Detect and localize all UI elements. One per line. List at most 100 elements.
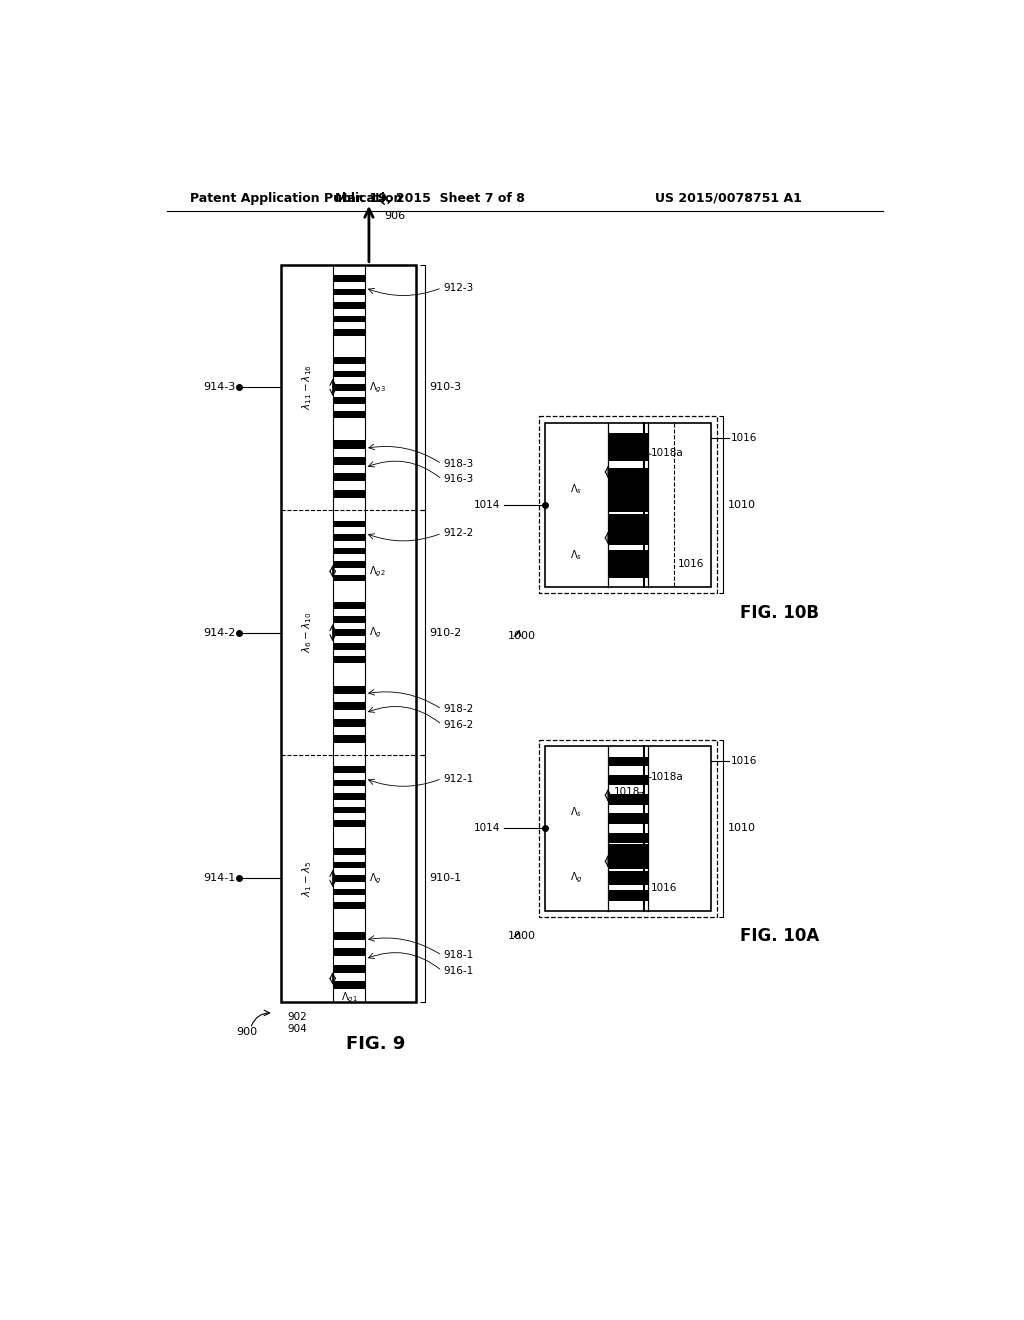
Bar bbox=[333, 630, 366, 636]
Bar bbox=[333, 643, 366, 649]
Bar bbox=[608, 438, 648, 454]
Text: 914-1: 914-1 bbox=[204, 874, 236, 883]
Bar bbox=[608, 569, 648, 578]
Text: 914-3: 914-3 bbox=[204, 383, 236, 392]
Text: $\Lambda_{g2}$: $\Lambda_{g2}$ bbox=[369, 564, 386, 578]
Bar bbox=[608, 795, 648, 804]
Bar bbox=[333, 289, 366, 296]
Text: $\Lambda_g$: $\Lambda_g$ bbox=[369, 871, 382, 886]
Text: 1018: 1018 bbox=[614, 787, 641, 797]
Text: 916-1: 916-1 bbox=[443, 966, 474, 975]
Bar bbox=[608, 775, 648, 785]
Text: 914-2: 914-2 bbox=[204, 628, 236, 638]
Text: $\Lambda_g$: $\Lambda_g$ bbox=[570, 871, 583, 886]
Text: 1014: 1014 bbox=[474, 824, 500, 833]
Bar bbox=[333, 735, 366, 743]
Bar bbox=[333, 520, 366, 528]
Text: 910-1: 910-1 bbox=[429, 874, 462, 883]
Bar bbox=[608, 795, 648, 804]
Bar bbox=[333, 548, 366, 554]
Bar bbox=[333, 766, 366, 772]
Bar bbox=[608, 553, 648, 561]
Bar bbox=[608, 756, 648, 766]
Bar bbox=[333, 535, 366, 541]
Text: 900: 900 bbox=[236, 1027, 257, 1038]
Text: $\lambda_1 - \lambda_5$: $\lambda_1 - \lambda_5$ bbox=[300, 861, 314, 896]
Text: 912-1: 912-1 bbox=[443, 774, 474, 784]
Bar bbox=[333, 875, 366, 882]
Text: 918-3: 918-3 bbox=[443, 459, 474, 469]
Bar bbox=[608, 471, 648, 480]
Bar bbox=[608, 490, 648, 499]
Bar bbox=[608, 813, 648, 822]
Text: 1000: 1000 bbox=[508, 631, 536, 640]
Bar bbox=[333, 862, 366, 869]
Bar bbox=[333, 397, 366, 404]
Bar bbox=[333, 780, 366, 787]
Bar bbox=[333, 602, 366, 609]
Text: 1014: 1014 bbox=[474, 500, 500, 510]
Text: 918-2: 918-2 bbox=[443, 705, 474, 714]
Bar bbox=[608, 853, 648, 862]
Bar bbox=[608, 550, 648, 568]
Bar bbox=[333, 457, 366, 465]
Bar bbox=[545, 746, 711, 911]
Bar bbox=[608, 433, 648, 442]
Bar bbox=[608, 876, 648, 884]
Text: 1016: 1016 bbox=[731, 433, 758, 444]
Bar bbox=[608, 861, 648, 869]
Bar bbox=[333, 411, 366, 417]
Bar bbox=[282, 264, 417, 1002]
Bar bbox=[608, 527, 648, 541]
Text: 916-3: 916-3 bbox=[443, 474, 474, 484]
Bar bbox=[333, 702, 366, 710]
Bar bbox=[333, 902, 366, 909]
Bar bbox=[333, 685, 366, 694]
Bar bbox=[333, 490, 366, 498]
Text: $\Lambda_s$: $\Lambda_s$ bbox=[570, 482, 583, 496]
Bar bbox=[608, 451, 648, 462]
Text: FIG. 10B: FIG. 10B bbox=[740, 603, 819, 622]
Bar bbox=[608, 442, 648, 459]
Text: $\Lambda_{g3}$: $\Lambda_{g3}$ bbox=[369, 380, 386, 395]
Bar bbox=[333, 384, 366, 391]
Bar bbox=[333, 441, 366, 449]
Bar bbox=[608, 890, 648, 900]
Text: Patent Application Publication: Patent Application Publication bbox=[190, 191, 402, 205]
Bar bbox=[608, 814, 648, 824]
Bar bbox=[545, 422, 711, 587]
Text: 904: 904 bbox=[288, 1023, 307, 1034]
Bar bbox=[333, 315, 366, 322]
Text: 1018a: 1018a bbox=[650, 772, 683, 781]
Bar bbox=[333, 574, 366, 581]
Bar bbox=[608, 478, 648, 496]
Bar bbox=[539, 739, 717, 917]
Text: 1016: 1016 bbox=[731, 756, 758, 767]
Bar bbox=[608, 469, 648, 483]
Bar bbox=[333, 888, 366, 895]
Bar bbox=[333, 356, 366, 364]
Text: 910-3: 910-3 bbox=[429, 383, 462, 392]
Text: 918-1: 918-1 bbox=[443, 950, 474, 961]
Bar bbox=[333, 820, 366, 826]
Text: 902: 902 bbox=[288, 1012, 307, 1022]
Text: $\lambda_{11} - \lambda_{16}$: $\lambda_{11} - \lambda_{16}$ bbox=[300, 364, 314, 411]
Text: 1016: 1016 bbox=[650, 883, 677, 892]
Bar bbox=[608, 756, 648, 767]
Text: FIG. 10A: FIG. 10A bbox=[740, 927, 819, 945]
Text: $\lambda_6 - \lambda_{10}$: $\lambda_6 - \lambda_{10}$ bbox=[300, 612, 314, 653]
Text: 912-2: 912-2 bbox=[443, 528, 474, 539]
Text: 906: 906 bbox=[384, 211, 406, 220]
Bar bbox=[333, 474, 366, 482]
Text: 912-3: 912-3 bbox=[443, 282, 474, 293]
Bar bbox=[333, 807, 366, 813]
Bar bbox=[333, 932, 366, 940]
Text: US 2015/0078751 A1: US 2015/0078751 A1 bbox=[655, 191, 802, 205]
Bar bbox=[539, 416, 717, 594]
Bar bbox=[333, 793, 366, 800]
Bar bbox=[608, 892, 648, 902]
Bar bbox=[333, 948, 366, 957]
Bar bbox=[608, 833, 648, 842]
Bar bbox=[608, 520, 648, 529]
Bar bbox=[608, 871, 648, 880]
